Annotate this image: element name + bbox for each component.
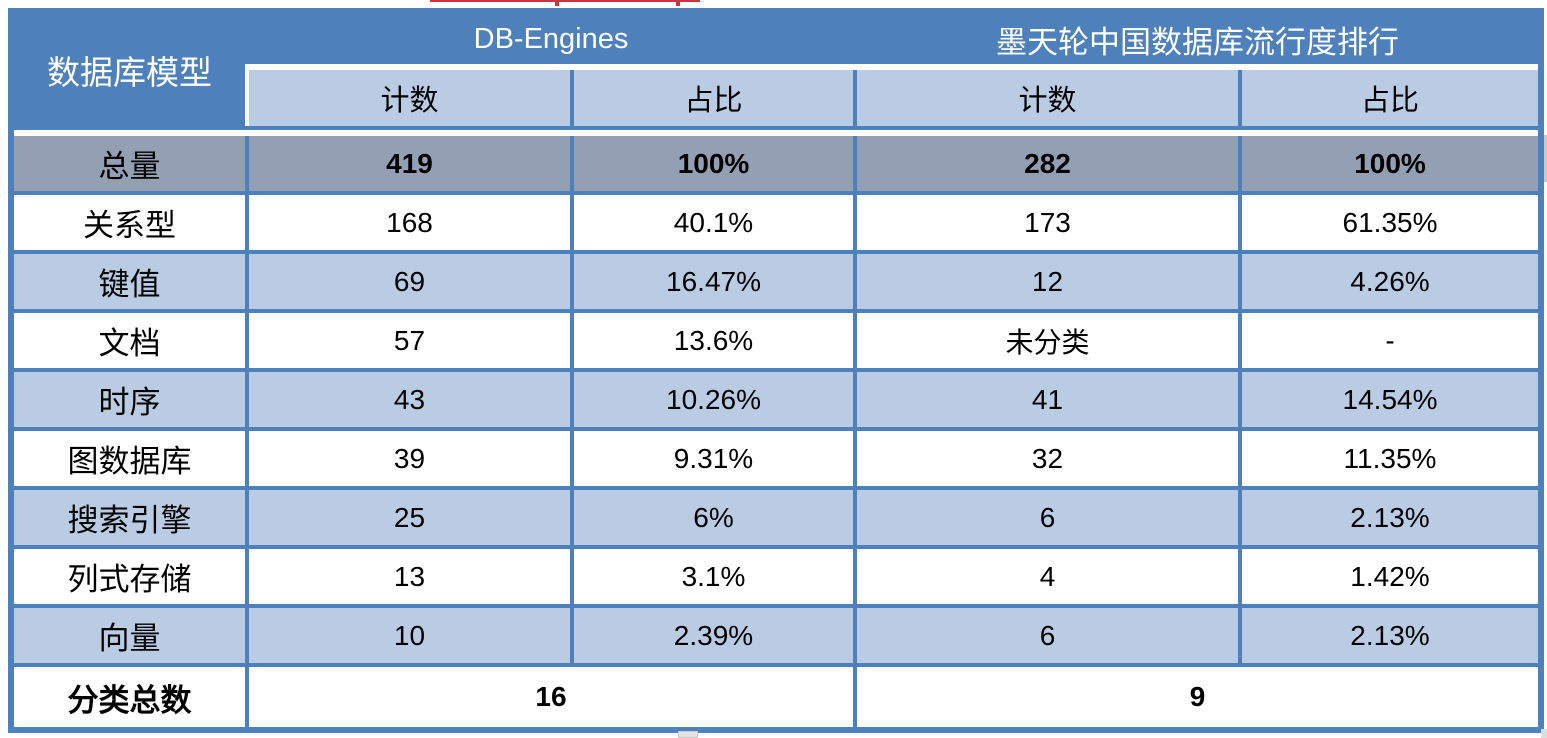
cell-mt-count: 41 [857,372,1238,427]
cell-de-share: 2.39% [574,608,853,663]
cell-mt-share: 61.35% [1242,195,1538,250]
row-label: 总量 [14,136,245,191]
row-label: 关系型 [14,195,245,250]
cell-de-count: 419 [249,136,570,191]
header-db-engines: DB-Engines [473,22,629,55]
cell-mt-count: 12 [857,254,1238,309]
cell-mt-share: 4.26% [1242,254,1538,309]
bottom-scrollbar-fragment[interactable] [678,731,698,738]
header-body-gap [14,130,1538,136]
cell-de-share: 100% [574,136,853,191]
database-model-comparison-table: 数据库模型 DB-Engines 墨天轮中国数据库流行度排行 计数 占比 计数 … [8,8,1544,733]
cell-mt-count: 173 [857,195,1238,250]
cell-de-count: 69 [249,254,570,309]
cell-de-count: 13 [249,549,570,604]
cell-de-count: 168 [249,195,570,250]
row-label: 向量 [14,608,245,663]
cell-de-share: 40.1% [574,195,853,250]
cell-de-count: 39 [249,431,570,486]
cell-mt-share: - [1242,313,1538,368]
cell-mt-category-total: 9 [857,667,1538,727]
table-header: 数据库模型 DB-Engines 墨天轮中国数据库流行度排行 计数 占比 计数 … [14,14,1538,126]
row-label: 分类总数 [14,667,245,727]
row-label: 图数据库 [14,431,245,486]
subheader-mt-count: 计数 [857,70,1238,126]
cell-de-count: 57 [249,313,570,368]
row-label: 时序 [14,372,245,427]
cell-de-count: 10 [249,608,570,663]
row-label: 列式存储 [14,549,245,604]
cell-mt-share: 1.42% [1242,549,1538,604]
header-white-divider-vertical [245,64,249,126]
cropped-red-underline-artifact [430,0,700,2]
scrollbar-corner-fragment [1541,729,1547,738]
right-scrollbar-fragment[interactable] [1544,135,1547,182]
cell-mt-share: 2.13% [1242,490,1538,545]
cell-de-count: 25 [249,490,570,545]
header-database-model: 数据库模型 [47,56,212,92]
cell-mt-count: 6 [857,490,1238,545]
cell-de-share: 16.47% [574,254,853,309]
cell-de-share: 6% [574,490,853,545]
cell-mt-count: 未分类 [857,313,1238,368]
cell-mt-share: 2.13% [1242,608,1538,663]
cell-mt-share: 11.35% [1242,431,1538,486]
row-label: 键值 [14,254,245,309]
row-label: 搜索引擎 [14,490,245,545]
cell-de-share: 3.1% [574,549,853,604]
cell-mt-count: 6 [857,608,1238,663]
row-label: 文档 [14,313,245,368]
cell-de-category-total: 16 [249,667,853,727]
cell-de-share: 9.31% [574,431,853,486]
cell-de-count: 43 [249,372,570,427]
header-motianlun: 墨天轮中国数据库流行度排行 [996,24,1399,60]
subheader-de-share: 占比 [574,70,853,126]
cropped-red-text-descender [676,0,680,6]
subheader-mt-share: 占比 [1242,70,1538,126]
subheader-de-count: 计数 [249,70,570,126]
cell-de-share: 10.26% [574,372,853,427]
cell-mt-share: 100% [1242,136,1538,191]
cell-mt-count: 282 [857,136,1238,191]
header-white-divider-horizontal [249,64,1538,70]
cell-mt-count: 32 [857,431,1238,486]
cropped-red-text-descender [555,0,559,6]
cell-de-share: 13.6% [574,313,853,368]
cell-mt-share: 14.54% [1242,372,1538,427]
cell-mt-count: 4 [857,549,1238,604]
